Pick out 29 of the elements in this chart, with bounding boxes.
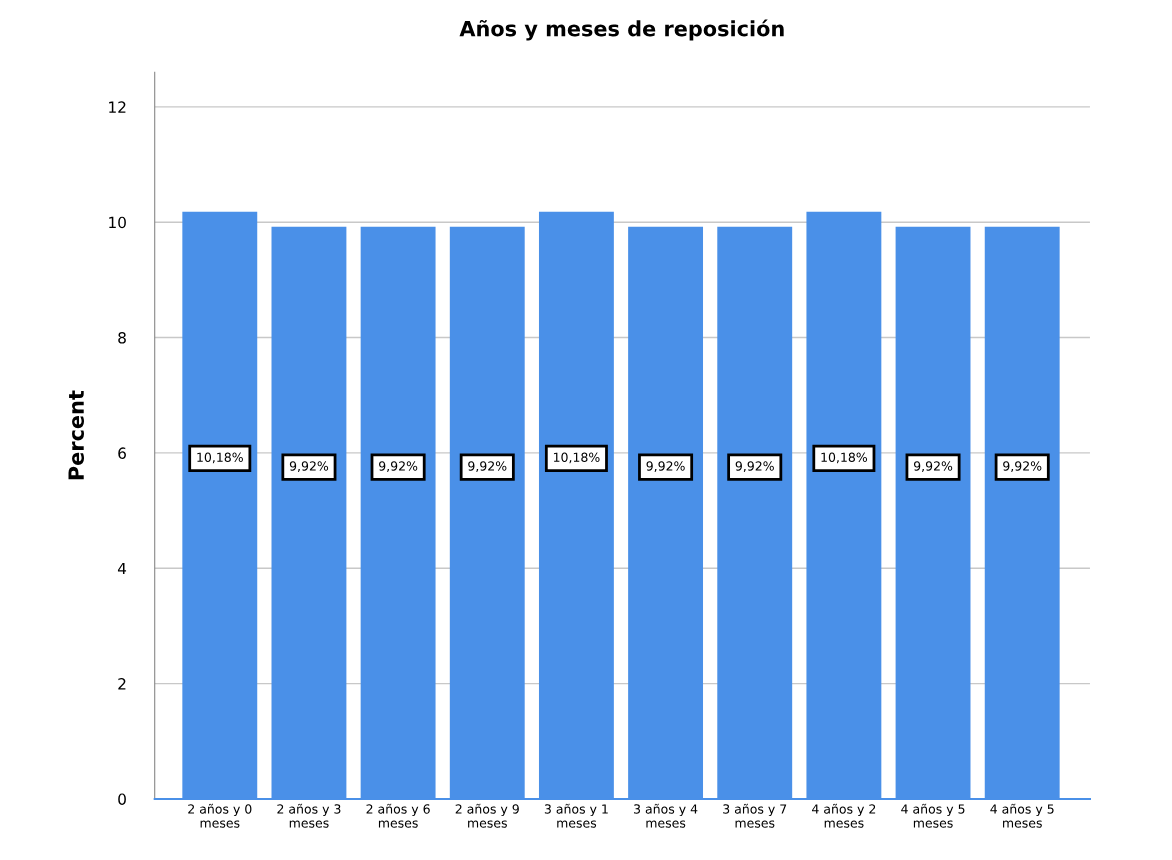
data-label: 9,92% bbox=[379, 461, 418, 473]
y-axis-title: Percent bbox=[68, 390, 84, 480]
x-tick-label: 3 años y 1 meses bbox=[544, 803, 608, 828]
data-label: 10,18% bbox=[197, 452, 243, 464]
y-tick-label: 6 bbox=[118, 447, 126, 459]
x-tick-label: 2 años y 0 meses bbox=[188, 803, 252, 828]
data-label: 10,18% bbox=[553, 452, 600, 464]
y-tick-label: 0 bbox=[118, 793, 126, 805]
y-tick-label: 4 bbox=[117, 562, 127, 575]
y-tick-label: 8 bbox=[118, 332, 126, 344]
data-label: 9,92% bbox=[1003, 461, 1042, 473]
y-tick-label: 2 bbox=[118, 678, 126, 690]
x-tick-label: 4 años y 5 meses bbox=[990, 803, 1054, 828]
x-tick-label: 2 años y 3 meses bbox=[277, 803, 341, 828]
data-label: 9,92% bbox=[646, 461, 685, 473]
chart-title: Años y meses de reposición bbox=[459, 19, 784, 41]
x-tick-label: 2 años y 9 meses bbox=[455, 803, 519, 828]
x-tick-label: 4 años y 5 meses bbox=[901, 803, 965, 828]
x-tick-label: 2 años y 6 meses bbox=[366, 803, 430, 828]
data-label: 9,92% bbox=[735, 461, 774, 473]
data-label: 10,18% bbox=[821, 452, 868, 464]
x-tick-label: 3 años y 7 meses bbox=[723, 803, 787, 828]
x-tick-label: 4 años y 2 meses bbox=[812, 803, 876, 828]
y-tick-label: 12 bbox=[109, 101, 126, 113]
data-label: 9,92% bbox=[468, 461, 507, 473]
x-tick-label: 3 años y 4 meses bbox=[634, 803, 698, 828]
y-tick-label: 10 bbox=[109, 216, 126, 229]
data-label: 9,92% bbox=[289, 461, 329, 473]
data-label: 9,92% bbox=[913, 461, 953, 473]
